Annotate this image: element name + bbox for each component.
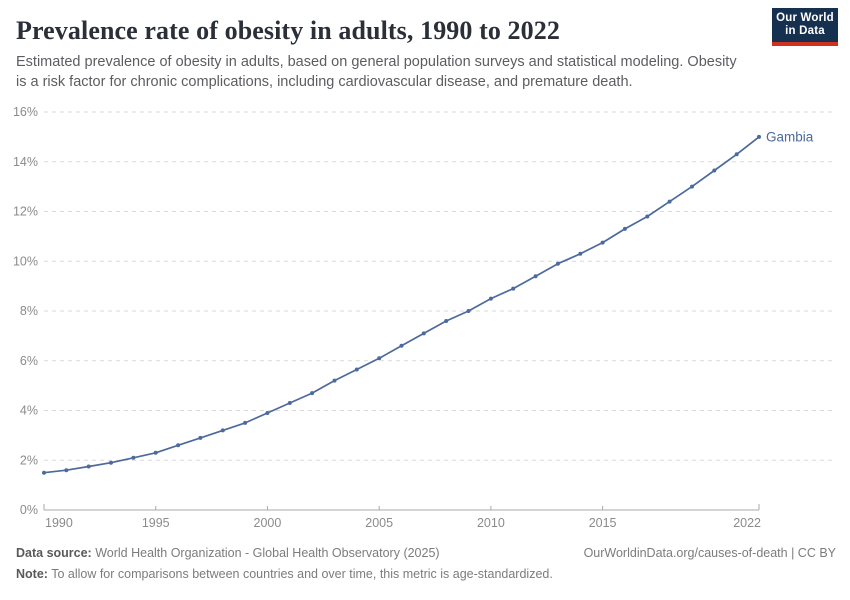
data-point[interactable] bbox=[377, 356, 382, 361]
x-axis-label: 1990 bbox=[45, 516, 73, 530]
x-axis-label: 2022 bbox=[733, 516, 761, 530]
data-point[interactable] bbox=[354, 367, 359, 372]
attribution-link[interactable]: OurWorldinData.org/causes-of-death | CC … bbox=[583, 546, 836, 560]
data-point[interactable] bbox=[466, 309, 471, 313]
data-point[interactable] bbox=[622, 226, 627, 231]
x-axis-label: 2015 bbox=[589, 516, 617, 530]
data-point[interactable] bbox=[131, 455, 136, 460]
data-point[interactable] bbox=[511, 286, 516, 291]
owid-logo-line2: in Data bbox=[785, 25, 825, 37]
note-label: Note: bbox=[16, 567, 48, 581]
data-point[interactable] bbox=[757, 134, 761, 139]
x-axis-label: 2010 bbox=[477, 516, 505, 530]
y-axis-label: 0% bbox=[20, 503, 38, 517]
note-value: To allow for comparisons between countri… bbox=[47, 567, 553, 581]
data-point[interactable] bbox=[555, 261, 560, 266]
data-source: Data source: World Health Organization -… bbox=[16, 546, 440, 560]
data-point[interactable] bbox=[86, 464, 91, 469]
y-axis-label: 16% bbox=[13, 105, 38, 119]
data-point[interactable] bbox=[690, 184, 694, 189]
series-label-gambia[interactable]: Gambia bbox=[766, 129, 814, 144]
data-point[interactable] bbox=[399, 343, 404, 348]
chart-footer: Data source: World Health Organization -… bbox=[16, 546, 836, 581]
data-point[interactable] bbox=[42, 470, 46, 475]
x-axis-label: 2005 bbox=[365, 516, 393, 530]
chart-canvas[interactable]: 0% 2% 4% 6% 8% 10% 12% 14% 16% 1990 1995 2000 2005 20… bbox=[0, 95, 850, 540]
data-point[interactable] bbox=[533, 274, 538, 279]
data-point[interactable] bbox=[578, 251, 583, 256]
x-axis-label: 1995 bbox=[142, 516, 170, 530]
data-point[interactable] bbox=[600, 240, 605, 245]
y-axis-label: 12% bbox=[13, 205, 38, 219]
y-axis-label: 14% bbox=[13, 155, 38, 169]
data-point[interactable] bbox=[176, 443, 181, 448]
y-axis-label: 6% bbox=[20, 354, 38, 368]
data-line-gambia[interactable] bbox=[43, 136, 760, 474]
y-axis-label: 4% bbox=[20, 404, 38, 418]
page-title: Prevalence rate of obesity in adults, 19… bbox=[16, 16, 560, 45]
data-point[interactable] bbox=[332, 378, 337, 383]
data-point[interactable] bbox=[310, 391, 315, 396]
data-point[interactable] bbox=[287, 401, 292, 405]
chart-subtitle: Estimated prevalence of obesity in adult… bbox=[16, 54, 737, 90]
data-point[interactable] bbox=[153, 450, 158, 455]
data-point[interactable] bbox=[243, 420, 248, 425]
data-point[interactable] bbox=[667, 199, 672, 204]
y-axis-label: 10% bbox=[13, 254, 38, 268]
data-point[interactable] bbox=[712, 168, 717, 173]
chart-note: Note: To allow for comparisons between c… bbox=[16, 567, 836, 581]
data-point[interactable] bbox=[64, 468, 69, 473]
data-point[interactable] bbox=[488, 296, 493, 301]
x-axis-label: 2000 bbox=[254, 516, 282, 530]
data-point[interactable] bbox=[734, 152, 739, 157]
y-axis-label: 2% bbox=[20, 453, 38, 467]
y-axis-label: 8% bbox=[20, 304, 38, 318]
data-source-label: Data source: bbox=[16, 546, 92, 560]
data-point[interactable] bbox=[421, 331, 426, 336]
data-point[interactable] bbox=[645, 214, 650, 219]
owid-logo-line1: Our World bbox=[776, 11, 834, 24]
data-point[interactable] bbox=[220, 428, 225, 433]
data-point[interactable] bbox=[265, 411, 270, 415]
data-point[interactable] bbox=[444, 319, 449, 323]
owid-logo: Our World in Data bbox=[772, 8, 838, 46]
line-chart[interactable]: 0% 2% 4% 6% 8% 10% 12% 14% 16% 1990 1995 2000 2005 20… bbox=[0, 95, 850, 540]
data-point[interactable] bbox=[198, 435, 203, 440]
data-source-value: World Health Organization - Global Healt… bbox=[91, 546, 440, 560]
data-point[interactable] bbox=[109, 460, 113, 465]
